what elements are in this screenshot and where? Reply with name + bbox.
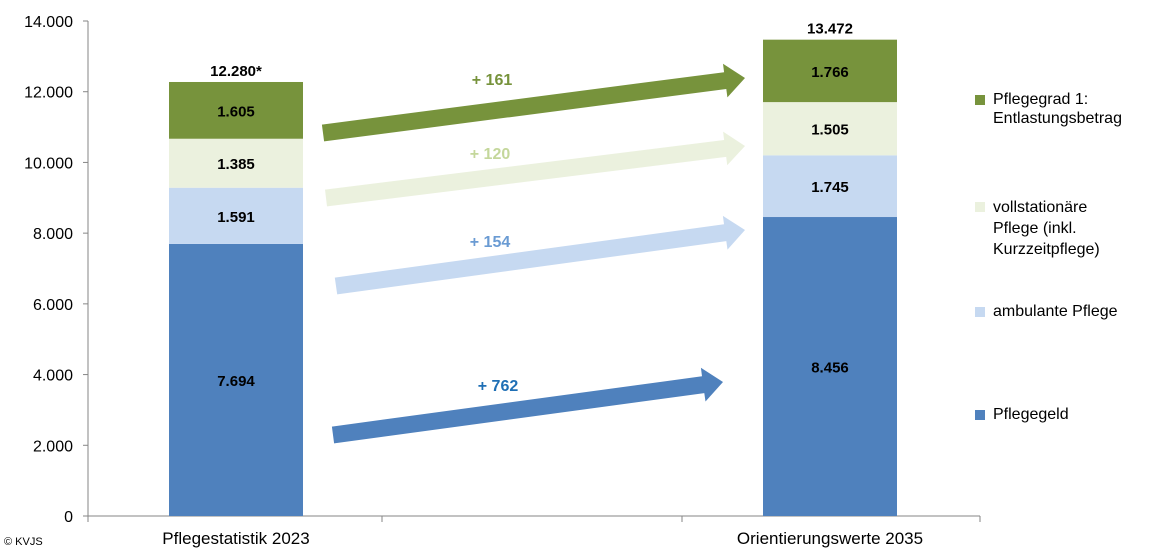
total-label: 12.280* bbox=[210, 63, 262, 80]
change-label: + 161 bbox=[472, 72, 513, 89]
bar-segment bbox=[169, 81, 303, 139]
x-tick-label: Pflegestatistik 2023 bbox=[162, 529, 309, 548]
bar-segment bbox=[763, 217, 897, 516]
change-arrow bbox=[331, 367, 723, 444]
legend-swatch bbox=[975, 202, 985, 212]
change-arrow bbox=[325, 131, 745, 207]
change-label: + 154 bbox=[470, 234, 511, 251]
total-label: 13.472 bbox=[807, 21, 853, 38]
legend-item-vollstationaere-pflege: vollstationäre Pflege (inkl. Kurzzeitpfl… bbox=[975, 197, 1100, 260]
y-tick-label: 14.000 bbox=[24, 14, 73, 31]
y-tick-label: 12.000 bbox=[24, 85, 73, 102]
data-label: 1.591 bbox=[217, 209, 255, 226]
legend-label: ambulante Pflege bbox=[993, 303, 1118, 320]
y-tick-label: 10.000 bbox=[24, 155, 73, 172]
legend-item-pflegegrad-1: Pflegegrad 1: Entlastungsbetrag bbox=[975, 90, 1122, 128]
legend-item-ambulante-pflege: ambulante Pflege bbox=[975, 302, 1118, 321]
data-label: 1.605 bbox=[217, 103, 255, 120]
data-label: 1.745 bbox=[811, 179, 849, 196]
change-arrow bbox=[334, 215, 745, 295]
y-tick-label: 6.000 bbox=[33, 297, 73, 314]
copyright-notice: © KVJS bbox=[4, 536, 43, 548]
bar-segment bbox=[763, 155, 897, 218]
bar-segment bbox=[169, 138, 303, 188]
change-label: + 762 bbox=[478, 378, 519, 395]
legend-swatch bbox=[975, 307, 985, 317]
bar-segment bbox=[763, 39, 897, 103]
legend-label: Pflegegrad 1: Entlastungsbetrag bbox=[993, 91, 1122, 127]
x-tick-label: Orientierungswerte 2035 bbox=[737, 529, 923, 548]
bar-segment bbox=[763, 102, 897, 156]
bar-segment bbox=[169, 243, 303, 516]
data-label: 1.385 bbox=[217, 156, 255, 173]
legend-swatch bbox=[975, 410, 985, 420]
legend-swatch bbox=[975, 95, 985, 105]
change-label: + 120 bbox=[470, 146, 511, 163]
chart-legend: Pflegegrad 1: Entlastungsbetrag vollstat… bbox=[975, 0, 1154, 550]
y-tick-label: 0 bbox=[64, 509, 73, 526]
bar-segment bbox=[169, 187, 303, 244]
y-tick-label: 2.000 bbox=[33, 438, 73, 455]
data-label: 8.456 bbox=[811, 360, 849, 377]
y-tick-label: 8.000 bbox=[33, 226, 73, 243]
change-arrow bbox=[321, 63, 745, 142]
legend-item-pflegegeld: Pflegegeld bbox=[975, 405, 1069, 424]
legend-label: vollstationäre Pflege (inkl. Kurzzeitpfl… bbox=[993, 199, 1100, 258]
data-label: 1.505 bbox=[811, 122, 849, 139]
legend-label: Pflegegeld bbox=[993, 406, 1069, 423]
y-tick-label: 4.000 bbox=[33, 368, 73, 385]
data-label: 7.694 bbox=[217, 373, 255, 390]
data-label: 1.766 bbox=[811, 64, 849, 81]
